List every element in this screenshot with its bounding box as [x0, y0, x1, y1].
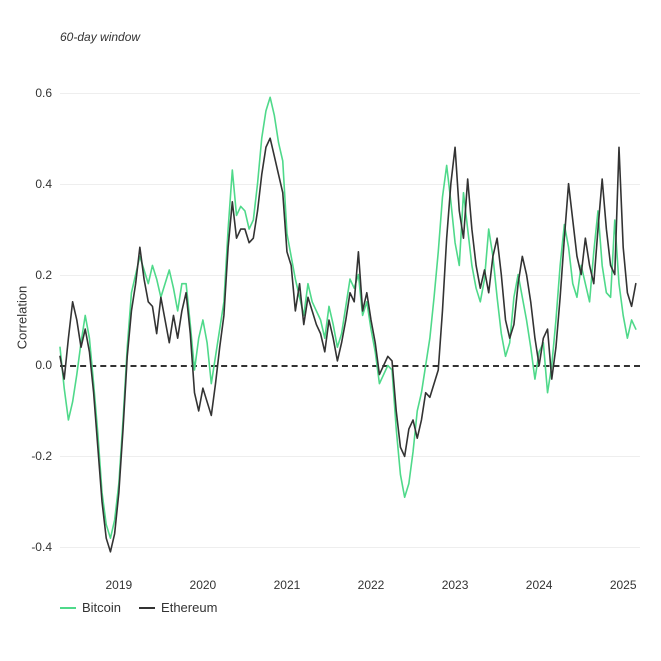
x-tick-label: 2025	[610, 578, 637, 592]
legend: Bitcoin Ethereum	[60, 600, 217, 615]
legend-swatch	[139, 607, 155, 609]
series-line-bitcoin	[60, 97, 636, 538]
x-tick-label: 2021	[274, 578, 301, 592]
y-axis-label: Correlation	[14, 286, 29, 350]
series-svg	[60, 70, 640, 570]
x-tick-label: 2020	[190, 578, 217, 592]
y-tick-label: 0.4	[20, 177, 52, 191]
legend-label: Bitcoin	[82, 600, 121, 615]
x-tick-label: 2023	[442, 578, 469, 592]
legend-item: Ethereum	[139, 600, 217, 615]
y-tick-label: 0.6	[20, 86, 52, 100]
y-tick-label: -0.4	[20, 540, 52, 554]
x-tick-label: 2022	[358, 578, 385, 592]
series-line-ethereum	[60, 138, 636, 552]
y-tick-label: 0.0	[20, 358, 52, 372]
plot-area: -0.4-0.20.00.20.40.620192020202120222023…	[60, 70, 640, 570]
legend-item: Bitcoin	[60, 600, 121, 615]
y-tick-label: -0.2	[20, 449, 52, 463]
legend-swatch	[60, 607, 76, 609]
y-tick-label: 0.2	[20, 268, 52, 282]
chart-subtitle: 60-day window	[60, 30, 140, 44]
legend-label: Ethereum	[161, 600, 217, 615]
correlation-chart-container: 60-day window Correlation -0.4-0.20.00.2…	[0, 0, 661, 661]
x-tick-label: 2024	[526, 578, 553, 592]
x-tick-label: 2019	[105, 578, 132, 592]
